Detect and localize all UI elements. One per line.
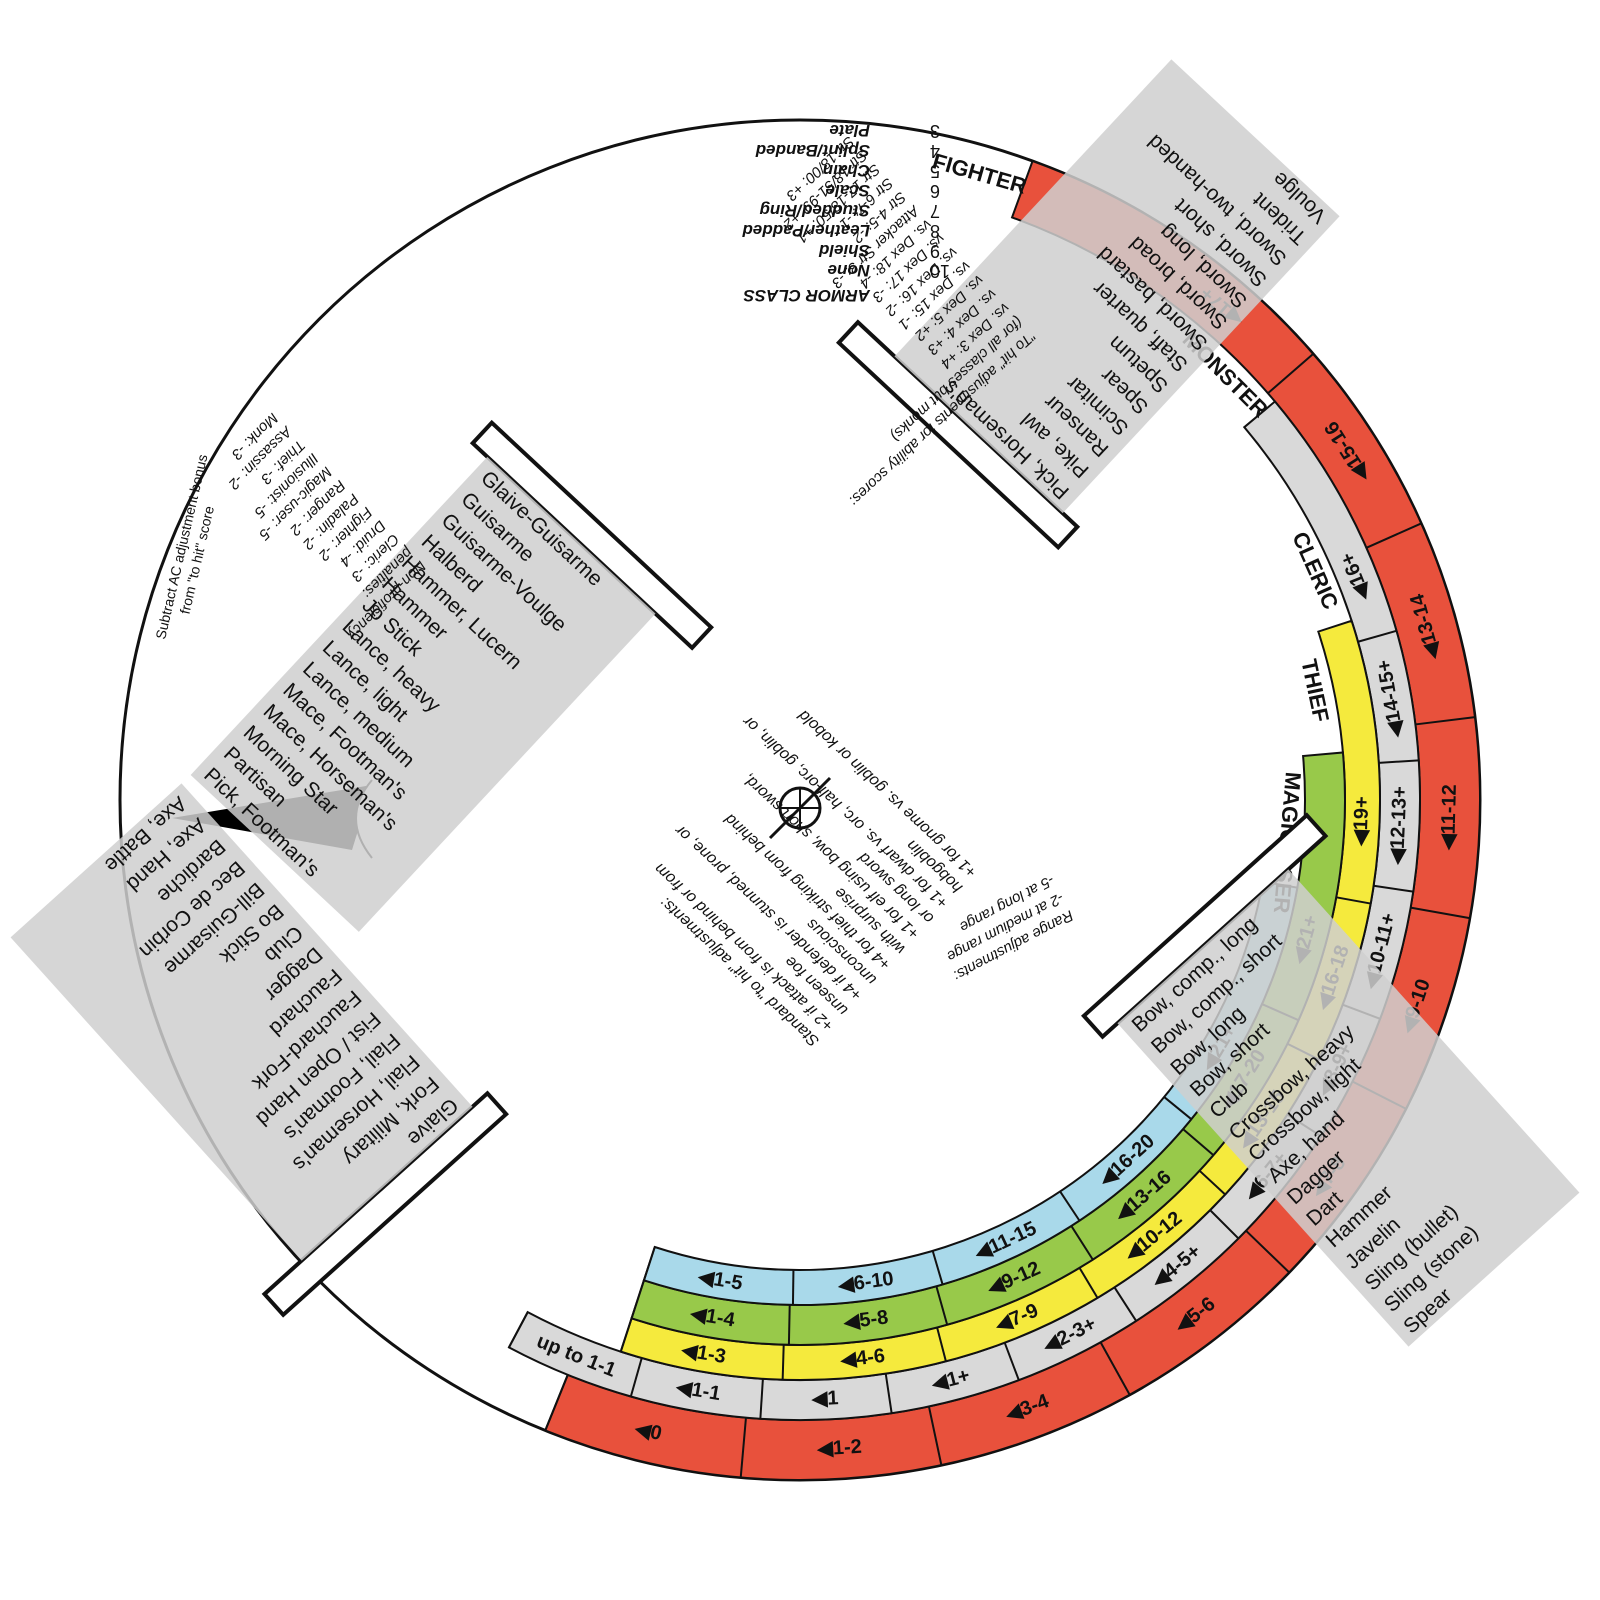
level-divider bbox=[1245, 1229, 1290, 1274]
armor-ac: 7 bbox=[930, 201, 940, 221]
fighter-level[interactable]: ◀1-2 bbox=[816, 1436, 863, 1461]
monster-level[interactable]: ◀12-13+ bbox=[1386, 786, 1411, 866]
cleric-level[interactable]: ◀19+ bbox=[1349, 796, 1373, 847]
level-divider bbox=[1410, 906, 1470, 920]
level-divider bbox=[1267, 353, 1314, 394]
level-divider bbox=[739, 1417, 747, 1478]
monster-level[interactable]: ◀1 bbox=[811, 1387, 839, 1410]
level-divider bbox=[931, 1250, 944, 1285]
armor-type: Chain bbox=[823, 161, 870, 180]
level-divider bbox=[1003, 1342, 1020, 1381]
level-divider bbox=[508, 1311, 529, 1348]
level-divider bbox=[935, 1285, 949, 1326]
armor-ac: 8 bbox=[930, 221, 940, 241]
level-divider bbox=[1365, 522, 1422, 549]
level-divider bbox=[619, 1318, 633, 1352]
level-divider bbox=[629, 1357, 643, 1397]
level-divider bbox=[1415, 716, 1476, 726]
fighter-level[interactable]: ◀11-12 bbox=[1437, 784, 1461, 851]
armor-type: Leather/Padded bbox=[742, 221, 870, 240]
weapon-shade bbox=[10, 783, 473, 1261]
level-divider bbox=[781, 1344, 785, 1380]
weapon-window[interactable] bbox=[835, 319, 1081, 551]
armor-type: Studded/Ring bbox=[759, 201, 870, 220]
armor-heading: ARMOR CLASS bbox=[743, 286, 871, 305]
level-divider bbox=[927, 1406, 943, 1466]
level-divider bbox=[759, 1378, 764, 1419]
armor-ac: 4 bbox=[930, 141, 940, 161]
armor-type: None bbox=[828, 261, 871, 280]
level-divider bbox=[544, 1374, 569, 1431]
armor-ac: 5 bbox=[930, 161, 940, 181]
level-divider bbox=[1099, 1341, 1131, 1396]
cleric-level[interactable]: ◀4-6 bbox=[839, 1345, 886, 1372]
armor-class-table: ARMOR CLASS None 10 Shield 9 Leather/Padded 8 S… bbox=[742, 121, 950, 305]
weapon-shade bbox=[1117, 869, 1580, 1347]
level-divider bbox=[642, 1246, 656, 1281]
weapon-window[interactable] bbox=[261, 1090, 509, 1318]
level-divider bbox=[1378, 759, 1419, 764]
level-divider bbox=[1059, 1190, 1081, 1222]
armor-ac: 6 bbox=[930, 181, 940, 201]
level-divider bbox=[787, 1304, 791, 1345]
level-divider bbox=[1336, 896, 1371, 905]
level-divider bbox=[884, 1373, 893, 1414]
level-divider bbox=[1078, 1267, 1099, 1299]
weapon-shade bbox=[190, 456, 656, 932]
armor-type: Plate bbox=[829, 121, 870, 140]
weapon-window[interactable] bbox=[1081, 812, 1329, 1040]
armor-ac: 3 bbox=[930, 121, 940, 141]
level-divider bbox=[936, 1327, 947, 1362]
level-divider bbox=[630, 1279, 645, 1319]
center-pivot[interactable] bbox=[768, 776, 832, 840]
level-divider bbox=[1357, 629, 1397, 643]
armor-type: Splint/Banded bbox=[755, 141, 870, 160]
level-divider bbox=[1113, 1286, 1138, 1322]
level-divider bbox=[1373, 884, 1414, 893]
weapon-shade bbox=[894, 59, 1340, 514]
armor-ac: 10 bbox=[930, 261, 950, 281]
weapon-window-upper-left[interactable]: Glaive-GuisarmeGuisarmeGuisarme-VoulgeHa… bbox=[176, 419, 715, 966]
armor-type: Shield bbox=[818, 241, 870, 260]
level-divider bbox=[1209, 1209, 1240, 1240]
armor-type: Scale bbox=[826, 181, 870, 200]
armor-ac: 9 bbox=[930, 241, 940, 261]
level-divider bbox=[1070, 1225, 1094, 1261]
level-divider bbox=[1182, 1128, 1215, 1156]
level-divider bbox=[1198, 1169, 1226, 1196]
level-divider bbox=[1163, 1096, 1192, 1120]
